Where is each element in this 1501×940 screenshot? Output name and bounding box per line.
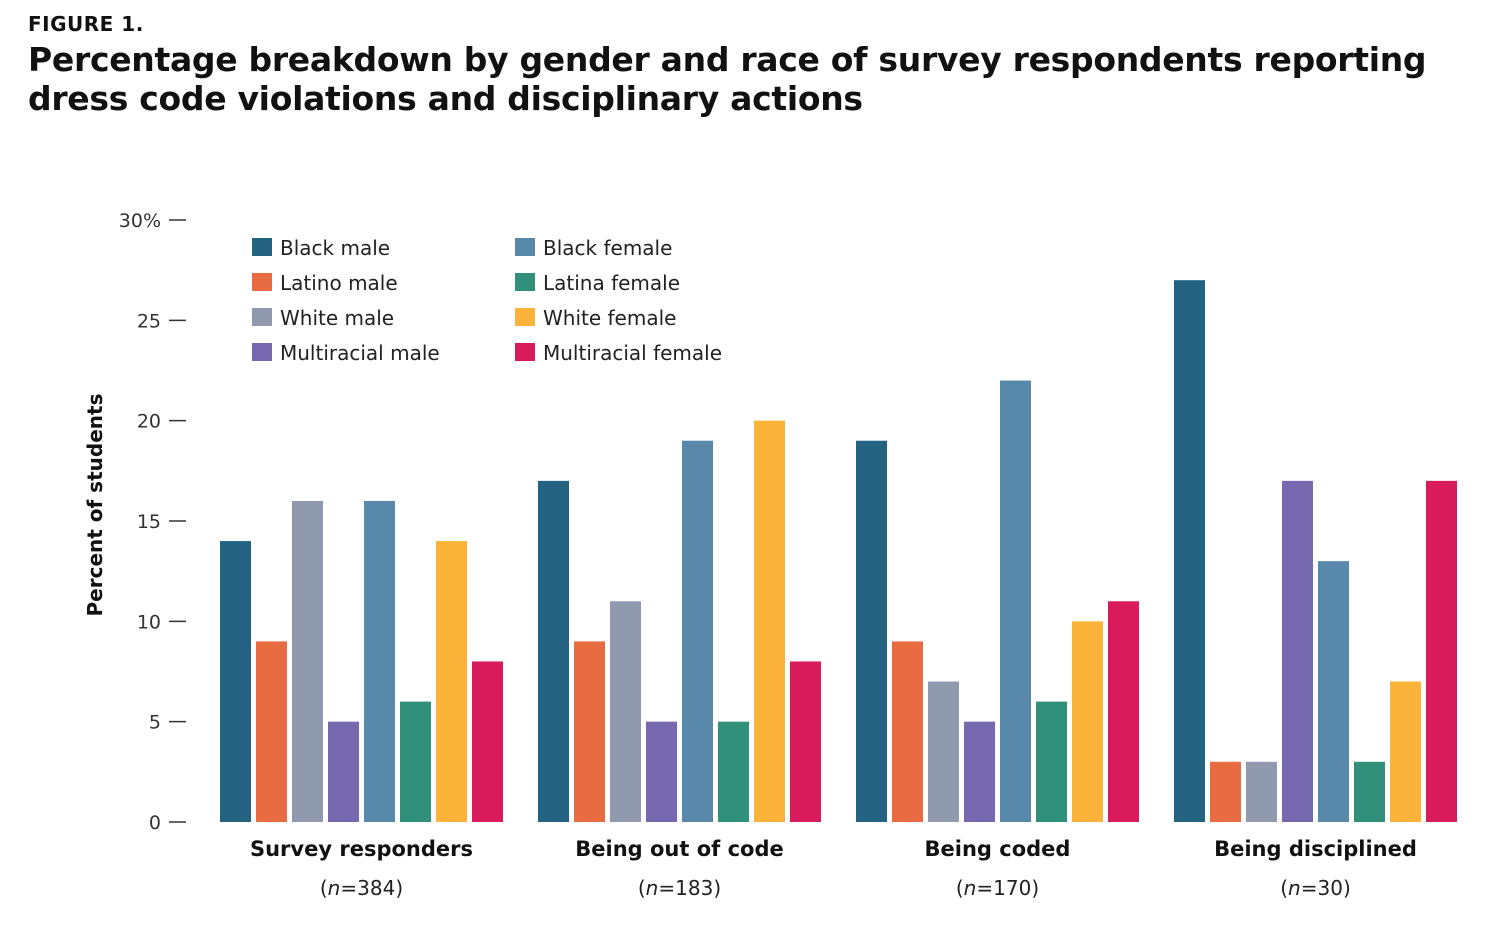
y-tick-label: 10 xyxy=(137,611,161,633)
category-label: Being coded xyxy=(925,837,1071,861)
legend-swatch xyxy=(515,308,535,326)
bar xyxy=(256,641,287,822)
bar-group xyxy=(1174,280,1457,822)
bar xyxy=(1282,480,1313,822)
bar xyxy=(790,661,821,822)
category-label: Being out of code xyxy=(575,837,784,861)
y-tick-label: 15 xyxy=(137,511,161,533)
bar xyxy=(610,601,641,822)
y-tick-label: 5 xyxy=(149,712,161,734)
legend-swatch xyxy=(252,273,272,291)
bar-group xyxy=(220,500,503,822)
bar xyxy=(892,641,923,822)
y-tick-label: 0 xyxy=(149,812,161,834)
sample-size-value: 30 xyxy=(1318,876,1343,900)
legend-label: White female xyxy=(543,306,676,330)
legend-swatch xyxy=(515,238,535,256)
bar xyxy=(856,440,887,822)
bar xyxy=(538,480,569,822)
legend: Black male Latino male White male Multiraci… xyxy=(252,236,722,365)
figure-label: FIGURE 1. xyxy=(28,12,144,36)
legend-label: Black female xyxy=(543,236,672,260)
sample-size-value: 183 xyxy=(675,876,713,900)
legend-label: White male xyxy=(280,306,394,330)
legend-label: Multiracial male xyxy=(280,341,440,365)
bar xyxy=(1318,561,1349,822)
bar xyxy=(220,541,251,822)
category-label: Being disciplined xyxy=(1214,837,1417,861)
bar xyxy=(1036,701,1067,822)
category-label: Survey responders xyxy=(250,837,473,861)
y-tick-label: 30% xyxy=(119,210,161,232)
sample-size-prefix: n xyxy=(646,876,659,900)
y-axis: 0 5 10 15 20 25 30% xyxy=(119,210,186,834)
bar xyxy=(292,500,323,822)
sample-size-label: (n=30) xyxy=(1280,876,1351,900)
bar xyxy=(328,721,359,822)
bar xyxy=(1390,681,1421,822)
y-tick-label: 25 xyxy=(137,310,161,332)
bar xyxy=(1246,761,1277,822)
sample-size-prefix: n xyxy=(328,876,341,900)
sample-size-label: (n=384) xyxy=(320,876,403,900)
bar xyxy=(574,641,605,822)
bar xyxy=(400,701,431,822)
bar xyxy=(964,721,995,822)
legend-item: Black female xyxy=(515,236,672,260)
bar-group xyxy=(856,380,1139,822)
sample-size-value: 384 xyxy=(357,876,395,900)
sample-size-value: 170 xyxy=(993,876,1031,900)
legend-item: Latina female xyxy=(515,271,680,295)
bar xyxy=(682,440,713,822)
figure-title: Percentage breakdown by gender and race … xyxy=(28,40,1427,118)
bar xyxy=(1426,480,1457,822)
y-axis-label: Percent of students xyxy=(83,394,107,617)
bar xyxy=(1072,621,1103,822)
bar-area xyxy=(220,280,1457,822)
y-tick-label: 20 xyxy=(137,411,161,433)
legend-item: White male xyxy=(252,306,394,330)
bar xyxy=(436,541,467,822)
sample-size-label: (n=183) xyxy=(638,876,721,900)
legend-item: Multiracial female xyxy=(515,341,722,365)
sample-size-prefix: n xyxy=(1288,876,1301,900)
legend-swatch xyxy=(252,343,272,361)
bar xyxy=(1354,761,1385,822)
legend-label: Latino male xyxy=(280,271,398,295)
bar xyxy=(1108,601,1139,822)
legend-swatch xyxy=(515,343,535,361)
legend-item: White female xyxy=(515,306,676,330)
bar xyxy=(472,661,503,822)
category-labels: Survey responders (n=384) Being out of cod… xyxy=(250,837,1417,900)
sample-size-prefix: n xyxy=(964,876,977,900)
legend-swatch xyxy=(515,273,535,291)
bar xyxy=(1000,380,1031,822)
legend-item: Multiracial male xyxy=(252,341,440,365)
legend-item: Latino male xyxy=(252,271,398,295)
bar-group xyxy=(538,420,821,822)
legend-swatch xyxy=(252,238,272,256)
bar xyxy=(646,721,677,822)
bar xyxy=(754,420,785,822)
bar xyxy=(718,721,749,822)
sample-size-label: (n=170) xyxy=(956,876,1039,900)
bar xyxy=(1210,761,1241,822)
bar xyxy=(364,500,395,822)
bar xyxy=(1174,280,1205,822)
legend-item: Black male xyxy=(252,236,390,260)
legend-label: Black male xyxy=(280,236,390,260)
legend-label: Multiracial female xyxy=(543,341,722,365)
legend-swatch xyxy=(252,308,272,326)
legend-label: Latina female xyxy=(543,271,680,295)
bar xyxy=(928,681,959,822)
